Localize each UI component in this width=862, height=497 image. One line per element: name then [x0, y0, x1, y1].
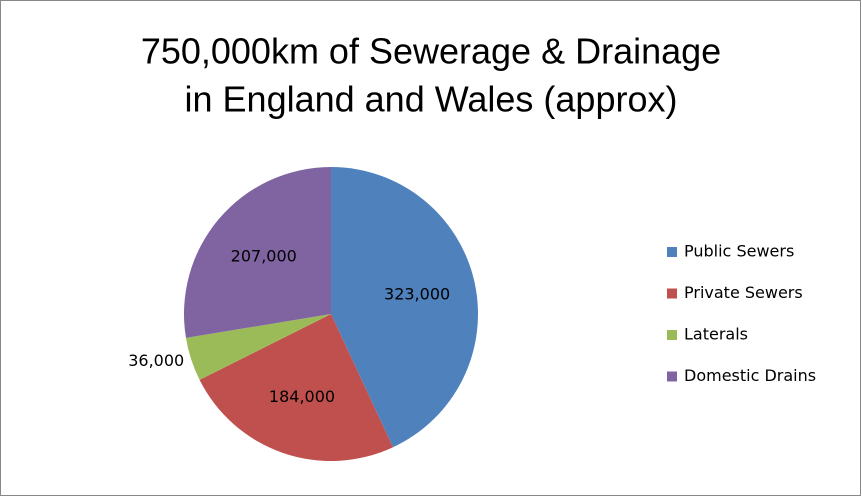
legend-label: Laterals [684, 325, 748, 344]
data-label: 323,000 [384, 284, 450, 303]
chart-title: 750,000km of Sewerage & Drainage [141, 31, 721, 72]
data-label: 184,000 [269, 387, 335, 406]
legend-swatch [667, 247, 677, 257]
data-label: 207,000 [231, 246, 297, 265]
chart-title: in England and Wales (approx) [185, 79, 678, 120]
legend-label: Public Sewers [684, 242, 794, 261]
pie-slice [185, 314, 331, 380]
pie-slice [331, 167, 478, 448]
legend-swatch [667, 371, 677, 382]
pie-slice [184, 167, 331, 338]
legend-label: Private Sewers [684, 283, 803, 302]
data-label: 36,000 [128, 351, 184, 370]
legend-label: Domestic Drains [684, 366, 816, 385]
legend-swatch [667, 288, 677, 299]
legend-swatch [667, 330, 677, 340]
pie-slice [199, 314, 394, 461]
